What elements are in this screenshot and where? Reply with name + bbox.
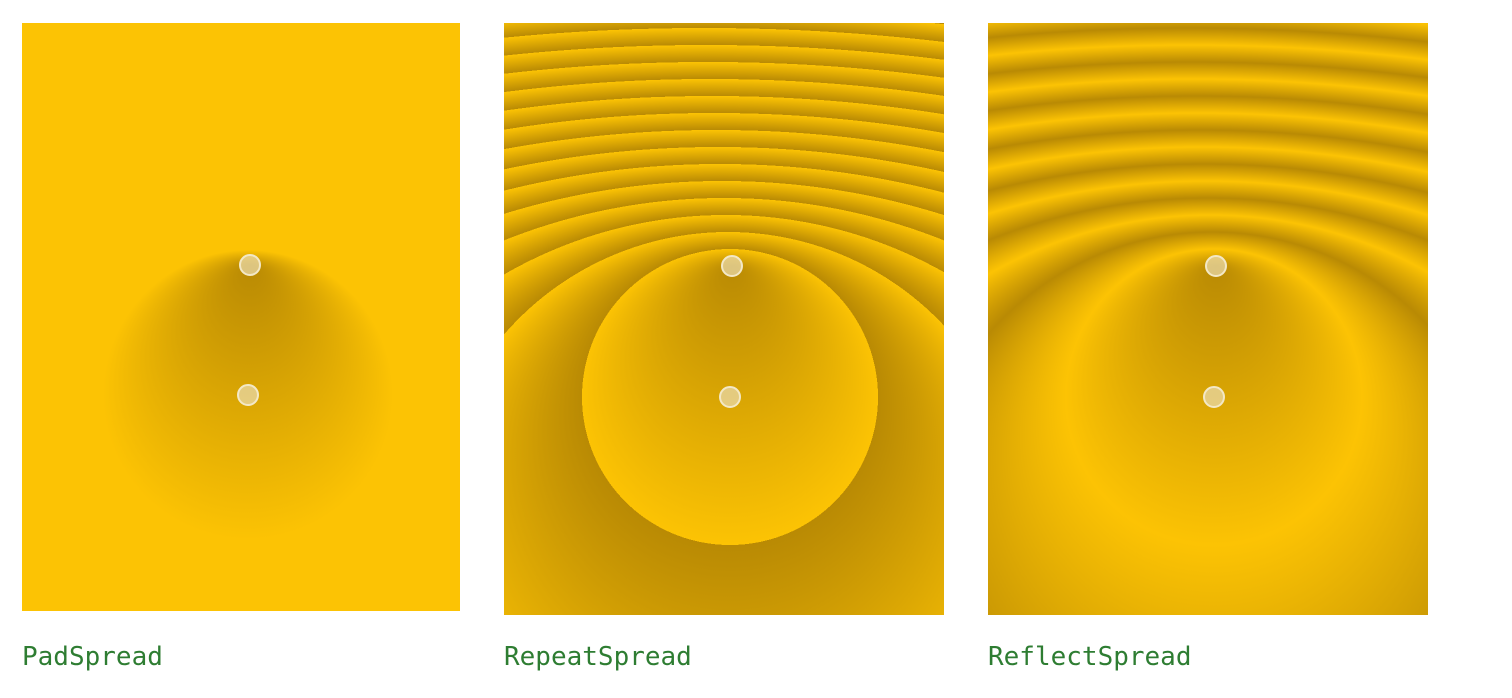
- repeat-spread-gradient: [504, 23, 944, 615]
- pad-spread-panel: PadSpread: [22, 0, 482, 698]
- focal-point-handle[interactable]: [1205, 255, 1227, 277]
- repeat-spread-panel: RepeatSpread: [504, 0, 964, 698]
- pad-spread-gradient: [22, 23, 460, 611]
- reflect-spread-gradient: [988, 23, 1428, 615]
- focal-point-handle[interactable]: [721, 255, 743, 277]
- pad-spread-label: PadSpread: [22, 642, 163, 672]
- repeat-spread-label: RepeatSpread: [504, 642, 692, 672]
- focal-point-handle[interactable]: [239, 254, 261, 276]
- pad-spread-canvas: [22, 23, 460, 611]
- repeat-spread-canvas: [504, 23, 944, 615]
- center-point-handle[interactable]: [237, 384, 259, 406]
- reflect-spread-label: ReflectSpread: [988, 642, 1192, 672]
- reflect-spread-panel: ReflectSpread: [988, 0, 1448, 698]
- center-point-handle[interactable]: [1203, 386, 1225, 408]
- center-point-handle[interactable]: [719, 386, 741, 408]
- reflect-spread-canvas: [988, 23, 1428, 615]
